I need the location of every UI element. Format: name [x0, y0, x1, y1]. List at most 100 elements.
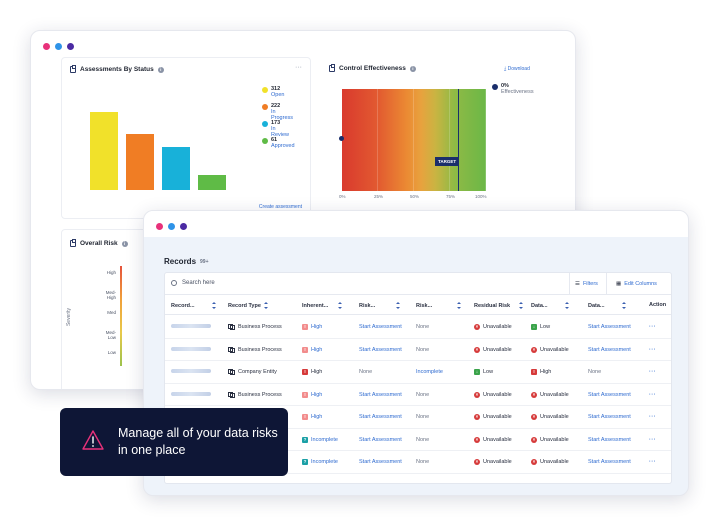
legend-label[interactable]: Open	[271, 92, 285, 98]
table-row[interactable]: ! High Start Assessment None × Unavailable × Un…	[165, 406, 671, 429]
bar-in-review[interactable]	[162, 147, 190, 190]
bar-approved[interactable]	[198, 175, 226, 190]
low-risk-icon: ↓	[474, 369, 480, 375]
bar-in-progress[interactable]	[126, 134, 154, 190]
bar-open[interactable]	[90, 112, 118, 190]
cell-action: ···	[649, 392, 656, 398]
download-link[interactable]: ⤓ Download	[504, 66, 530, 72]
col-record[interactable]: Record...	[171, 302, 216, 309]
col-risk-2[interactable]: Risk...	[416, 302, 462, 309]
legend-dot	[262, 87, 268, 93]
col-inherent[interactable]: Inherent...	[302, 302, 343, 309]
data-risk-value: Unavailable	[540, 459, 569, 465]
cell-data-1: × Unavailable	[531, 436, 569, 443]
inherent-risk-value[interactable]: Incomplete	[311, 436, 338, 443]
col-data-1[interactable]: Data...	[531, 302, 569, 309]
data-assessment-value[interactable]: Start Assessment	[588, 436, 631, 443]
clipboard-icon	[70, 239, 76, 247]
sort-icon[interactable]	[338, 302, 343, 309]
cell-action: ···	[649, 414, 656, 420]
legend-item-approved: 61 Approved	[262, 137, 295, 149]
cell-inherent: ! High	[302, 369, 322, 375]
risk-value[interactable]: Start Assessment	[359, 391, 402, 398]
data-assessment-value[interactable]: Start Assessment	[588, 346, 631, 353]
target-line	[458, 89, 459, 191]
cell-inherent: ? Incomplete	[302, 459, 338, 465]
table-row[interactable]: Company Entity! High None Incomplete ↓ Low! Hi…	[165, 361, 671, 384]
data-assessment-value[interactable]: Start Assessment	[588, 324, 631, 330]
risk-value[interactable]: Start Assessment	[359, 346, 402, 353]
row-actions-button[interactable]: ···	[649, 369, 656, 375]
cell-record	[171, 324, 211, 328]
more-icon[interactable]: ···	[295, 64, 302, 71]
cell-record	[171, 369, 211, 373]
info-icon[interactable]: i	[157, 66, 164, 73]
col-risk-1[interactable]: Risk...	[359, 302, 401, 309]
data-assessment-value[interactable]: Start Assessment	[588, 391, 631, 398]
risk-value[interactable]: Incomplete	[416, 369, 443, 375]
unavailable-icon: ×	[474, 459, 480, 465]
risk-value: None	[416, 459, 430, 465]
cell-residual-risk: × Unavailable	[474, 324, 512, 330]
table-row[interactable]: Business Process! High Start Assessment Non…	[165, 339, 671, 361]
inherent-risk-value[interactable]: High	[311, 346, 323, 353]
maximize-dot[interactable]	[67, 43, 74, 50]
close-dot[interactable]	[156, 223, 163, 230]
sort-icon[interactable]	[396, 302, 401, 309]
cell-data-2: Start Assessment	[588, 437, 631, 443]
filters-button[interactable]: ☰ Filters	[575, 281, 598, 287]
col-residual-risk[interactable]: Residual Risk	[474, 302, 524, 309]
cell-risk-1: None	[359, 369, 372, 375]
cell-data-1: × Unavailable	[531, 459, 569, 465]
col-record-type[interactable]: Record Type	[228, 302, 268, 309]
risk-value[interactable]: Start Assessment	[359, 436, 402, 443]
table-row[interactable]: Business Process! High Start Assessment Non…	[165, 384, 671, 406]
inherent-risk-value[interactable]: Incomplete	[311, 459, 338, 465]
business-process-icon	[228, 346, 235, 353]
record-name-redacted[interactable]	[171, 369, 211, 373]
minimize-dot[interactable]	[55, 43, 62, 50]
data-assessment-value[interactable]: Start Assessment	[588, 414, 631, 420]
inherent-risk-value[interactable]: High	[311, 414, 323, 420]
row-actions-button[interactable]: ···	[649, 346, 656, 353]
inherent-risk-value[interactable]: High	[311, 369, 323, 375]
record-name-redacted[interactable]	[171, 324, 211, 328]
legend-label[interactable]: In Review	[271, 126, 290, 138]
table-row[interactable]: Business Process! High Start Assessment Non…	[165, 316, 671, 339]
data-assessment-value[interactable]: Start Assessment	[588, 459, 631, 465]
sort-icon[interactable]	[621, 302, 626, 309]
row-actions-button[interactable]: ···	[649, 324, 656, 330]
close-dot[interactable]	[43, 43, 50, 50]
cell-residual-risk: × Unavailable	[474, 391, 512, 398]
col-data-2[interactable]: Data...	[588, 302, 626, 309]
record-name-redacted[interactable]	[171, 391, 211, 396]
maximize-dot[interactable]	[180, 223, 187, 230]
inherent-risk-value[interactable]: High	[311, 324, 323, 330]
risk-value[interactable]: Start Assessment	[359, 324, 402, 330]
sort-icon[interactable]	[211, 302, 216, 309]
cell-inherent: ? Incomplete	[302, 436, 338, 443]
data-risk-value: Unavailable	[540, 346, 569, 353]
row-actions-button[interactable]: ···	[649, 459, 656, 465]
edit-columns-button[interactable]: ▦ Edit Columns	[616, 281, 657, 287]
sort-icon[interactable]	[457, 302, 462, 309]
row-actions-button[interactable]: ···	[649, 414, 656, 420]
risk-value[interactable]: Start Assessment	[359, 459, 402, 465]
create-assessment-link[interactable]: Create assessment	[258, 204, 302, 210]
legend-label[interactable]: In Progress	[271, 109, 294, 121]
info-icon[interactable]: i	[409, 65, 416, 72]
cell-action: ···	[649, 369, 656, 375]
row-actions-button[interactable]: ···	[649, 436, 656, 443]
minimize-dot[interactable]	[168, 223, 175, 230]
info-icon[interactable]: i	[121, 240, 128, 247]
legend-label[interactable]: Approved	[271, 143, 295, 149]
sort-icon[interactable]	[564, 302, 569, 309]
sort-icon[interactable]	[263, 302, 268, 309]
row-actions-button[interactable]: ···	[649, 391, 656, 398]
record-name-redacted[interactable]	[171, 346, 211, 351]
sort-icon[interactable]	[519, 302, 524, 309]
risk-value[interactable]: Start Assessment	[359, 414, 402, 420]
inherent-risk-value[interactable]: High	[311, 391, 323, 398]
target-label: TARGET	[435, 157, 460, 166]
search-input[interactable]: Search here	[171, 280, 215, 286]
